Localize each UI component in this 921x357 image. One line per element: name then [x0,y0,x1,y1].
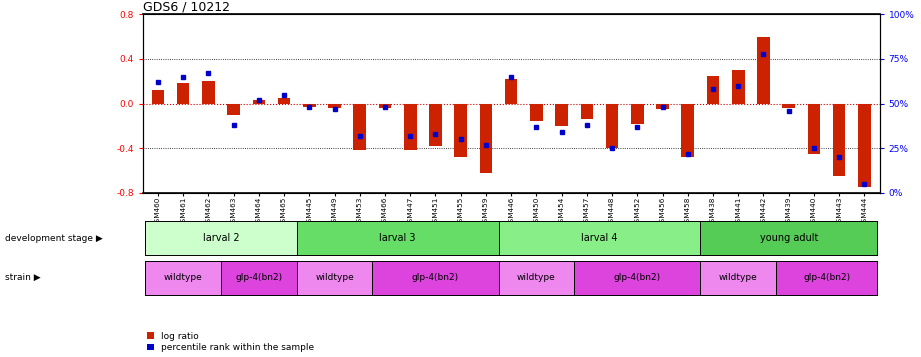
Bar [303,104,316,107]
Text: glp-4(bn2): glp-4(bn2) [235,273,283,282]
Bar [328,104,341,108]
Bar [706,76,719,104]
Text: wildtype: wildtype [719,273,758,282]
Text: GDS6 / 10212: GDS6 / 10212 [143,0,229,13]
Bar [682,104,694,157]
Bar [580,104,593,119]
Bar [177,84,190,104]
Text: glp-4(bn2): glp-4(bn2) [803,273,850,282]
Text: larval 2: larval 2 [203,233,239,243]
Bar [783,104,795,108]
Bar [530,104,542,121]
Text: development stage ▶: development stage ▶ [5,234,102,243]
Text: larval 4: larval 4 [581,233,618,243]
Bar [833,104,845,176]
Bar [202,81,215,104]
Bar [354,104,366,150]
Text: young adult: young adult [760,233,818,243]
Text: glp-4(bn2): glp-4(bn2) [613,273,661,282]
Bar [631,104,644,124]
Legend: log ratio, percentile rank within the sample: log ratio, percentile rank within the sa… [147,332,314,352]
Text: wildtype: wildtype [315,273,354,282]
Text: glp-4(bn2): glp-4(bn2) [412,273,459,282]
Bar [657,104,669,109]
Bar [505,79,518,104]
Bar [808,104,821,154]
Bar [278,98,290,104]
Bar [732,70,744,104]
Bar [454,104,467,157]
Bar [404,104,416,150]
Bar [379,104,391,108]
Bar [606,104,618,148]
Bar [227,104,239,115]
Bar [152,90,164,104]
Bar [252,100,265,104]
Bar [429,104,442,146]
Bar [757,37,770,104]
Text: wildtype: wildtype [517,273,555,282]
Bar [858,104,870,187]
Bar [555,104,568,126]
Text: larval 3: larval 3 [379,233,416,243]
Text: strain ▶: strain ▶ [5,273,41,282]
Text: wildtype: wildtype [164,273,203,282]
Bar [480,104,492,173]
